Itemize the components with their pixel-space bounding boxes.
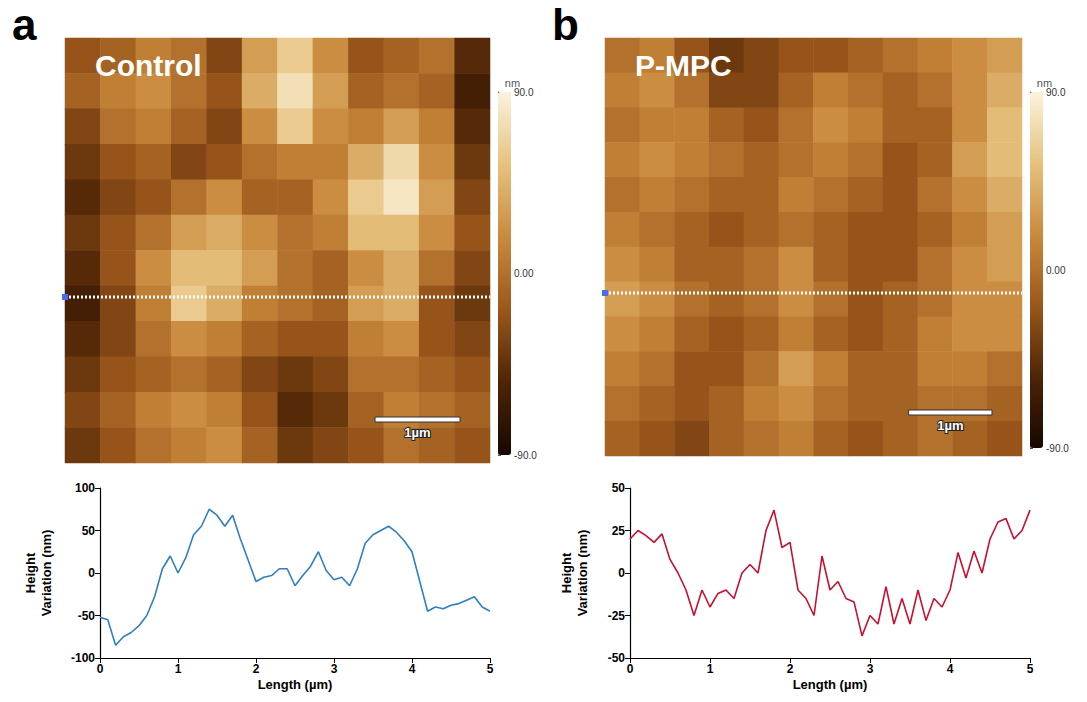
svg-text:3: 3: [331, 662, 338, 676]
svg-text:2: 2: [253, 662, 260, 676]
svg-text:-25: -25: [608, 609, 626, 623]
svg-text:4: 4: [409, 662, 416, 676]
svg-text:nm: nm: [1036, 76, 1053, 89]
svg-text:0: 0: [618, 566, 625, 580]
svg-text:-90.0: -90.0: [514, 450, 537, 461]
svg-text:4: 4: [947, 662, 954, 676]
svg-text:50: 50: [612, 481, 626, 495]
svg-text:Height: Height: [559, 552, 574, 593]
svg-text:Variation (nm): Variation (nm): [575, 530, 590, 617]
svg-text:b: b: [552, 0, 579, 49]
svg-text:Control: Control: [95, 49, 202, 82]
svg-text:1: 1: [175, 662, 182, 676]
svg-text:-50: -50: [78, 609, 96, 623]
svg-text:Height: Height: [23, 552, 38, 593]
svg-text:Length (µm): Length (µm): [258, 677, 333, 692]
svg-text:nm: nm: [504, 76, 521, 89]
svg-text:5: 5: [487, 662, 494, 676]
svg-text:25: 25: [612, 524, 626, 538]
svg-text:90.0: 90.0: [1046, 87, 1066, 98]
svg-text:-90.0: -90.0: [1046, 443, 1069, 454]
svg-text:5: 5: [1027, 662, 1034, 676]
svg-text:0.00: 0.00: [1046, 265, 1066, 276]
svg-text:0.00: 0.00: [514, 268, 534, 279]
svg-text:-50: -50: [608, 651, 626, 665]
svg-text:50: 50: [82, 524, 96, 538]
svg-text:Length (µm): Length (µm): [793, 677, 868, 692]
svg-text:0: 0: [97, 662, 104, 676]
svg-text:P-MPC: P-MPC: [635, 49, 732, 82]
svg-text:3: 3: [867, 662, 874, 676]
svg-text:1µm: 1µm: [404, 425, 430, 440]
svg-text:-100: -100: [71, 651, 95, 665]
svg-text:0: 0: [627, 662, 634, 676]
svg-text:2: 2: [787, 662, 794, 676]
svg-text:1: 1: [707, 662, 714, 676]
svg-text:a: a: [12, 0, 37, 49]
svg-text:100: 100: [75, 481, 95, 495]
svg-text:1µm: 1µm: [937, 418, 963, 433]
svg-text:0: 0: [88, 566, 95, 580]
svg-text:90.0: 90.0: [514, 87, 534, 98]
svg-text:Variation (nm): Variation (nm): [39, 530, 54, 617]
